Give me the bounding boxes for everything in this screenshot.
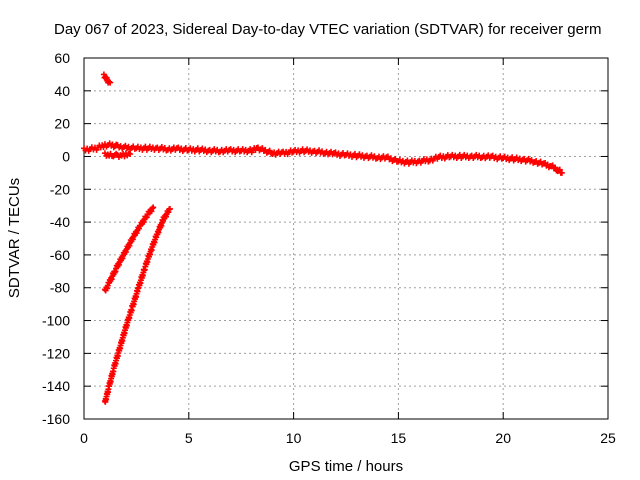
main-band-point xyxy=(552,164,559,171)
chart-title: Day 067 of 2023, Sidereal Day-to-day VTE… xyxy=(54,21,601,38)
y-tick-labels: 60 40 20 0 -20 -40 -60 -80 -100 -120 -140 -160 xyxy=(42,50,70,427)
y-tick-label: 0 xyxy=(62,148,70,164)
y-tick-label: -60 xyxy=(50,247,70,263)
x-axis-title: GPS time / hours xyxy=(289,458,403,475)
grid-lines xyxy=(84,58,608,419)
y-tick-label: -160 xyxy=(42,411,70,427)
main-band-point xyxy=(558,169,565,176)
y-tick-label: 40 xyxy=(54,83,70,99)
x-tick-label: 15 xyxy=(391,430,407,446)
arc-upper-point xyxy=(150,204,157,211)
y-tick-label: -100 xyxy=(42,313,70,329)
high-outlier-point xyxy=(106,78,113,85)
x-tick-label: 20 xyxy=(495,430,511,446)
axis-ticks xyxy=(83,57,609,420)
y-tick-label: -40 xyxy=(50,214,70,230)
y-tick-label: -20 xyxy=(50,181,70,197)
y-tick-label: -140 xyxy=(42,378,70,394)
x-tick-label: 25 xyxy=(600,430,616,446)
arc-upper-point xyxy=(149,205,156,212)
x-tick-label: 0 xyxy=(80,430,88,446)
y-tick-label: -80 xyxy=(50,280,70,296)
high-outlier-point xyxy=(107,79,114,86)
x-tick-labels: 0 5 10 15 20 25 xyxy=(80,430,616,446)
lower-step-point xyxy=(127,150,134,157)
y-tick-label: 20 xyxy=(54,116,70,132)
x-tick-label: 10 xyxy=(286,430,302,446)
y-axis-title: SDTVAR / TECUs xyxy=(6,178,23,298)
main-band-point xyxy=(556,166,563,173)
data-points xyxy=(81,71,565,405)
y-tick-label: -120 xyxy=(42,345,70,361)
y-tick-label: 60 xyxy=(54,50,70,66)
x-tick-label: 5 xyxy=(185,430,193,446)
plot-frame xyxy=(83,57,609,420)
arc-lower-point xyxy=(166,205,173,212)
